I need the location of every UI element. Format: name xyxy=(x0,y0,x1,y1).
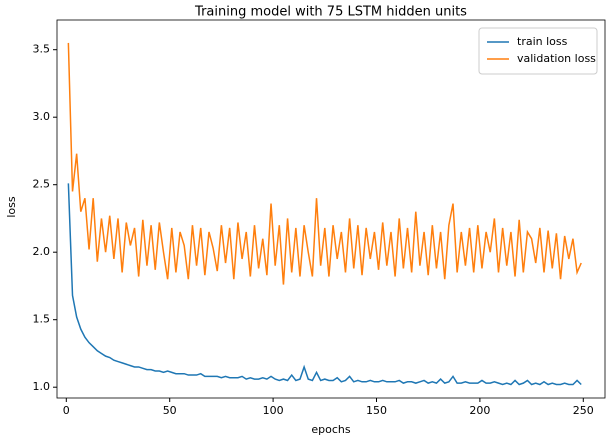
x-axis-label: epochs xyxy=(311,423,350,436)
data-line xyxy=(67,42,582,285)
y-tick-label: 1.5 xyxy=(33,313,51,326)
data-line xyxy=(67,183,582,386)
y-axis-label: loss xyxy=(5,196,18,218)
y-tick-label: 3.5 xyxy=(33,43,51,56)
x-tick-label: 100 xyxy=(263,404,284,417)
x-tick-label: 0 xyxy=(63,404,70,417)
y-tick-label: 1.0 xyxy=(33,380,51,393)
y-tick-label: 3.0 xyxy=(33,110,51,123)
x-tick-label: 250 xyxy=(573,404,594,417)
legend-label: validation loss xyxy=(517,52,596,65)
y-tick-label: 2.0 xyxy=(33,245,51,258)
x-tick-label: 150 xyxy=(366,404,387,417)
legend-box xyxy=(478,27,598,75)
y-tick-label: 2.5 xyxy=(33,178,51,191)
x-tick-label: 200 xyxy=(469,404,490,417)
axes-frame xyxy=(56,19,606,399)
chart-title: Training model with 75 LSTM hidden units xyxy=(194,5,467,20)
legend-label: train loss xyxy=(517,35,568,48)
plot-area xyxy=(67,42,582,386)
x-tick-label: 50 xyxy=(163,404,177,417)
